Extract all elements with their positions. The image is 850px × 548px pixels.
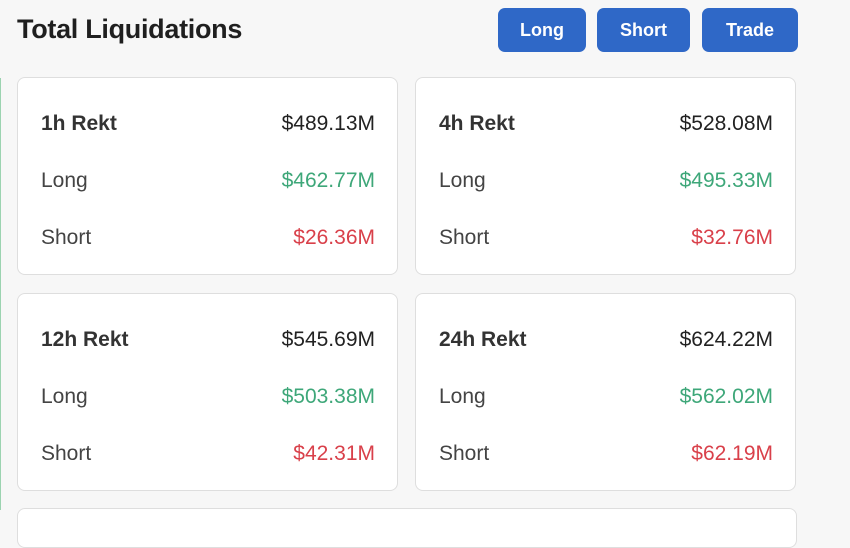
total-row: 24h Rekt $624.22M	[439, 325, 773, 355]
long-label: Long	[41, 169, 88, 192]
long-label: Long	[439, 385, 486, 408]
long-row: Long $562.02M	[439, 382, 773, 412]
liquidation-card-4h: 4h Rekt $528.08M Long $495.33M Short $32…	[415, 77, 796, 275]
total-value: $624.22M	[679, 328, 773, 351]
period-label: 1h Rekt	[41, 112, 117, 135]
short-row: Short $42.31M	[41, 439, 375, 469]
total-value: $489.13M	[281, 112, 375, 135]
short-row: Short $26.36M	[41, 223, 375, 253]
liquidation-card-24h: 24h Rekt $624.22M Long $562.02M Short $6…	[415, 293, 796, 491]
short-value: $62.19M	[691, 442, 773, 465]
period-label: 4h Rekt	[439, 112, 515, 135]
period-label: 24h Rekt	[439, 328, 527, 351]
next-card-partial	[17, 508, 797, 548]
long-value: $562.02M	[679, 385, 773, 408]
short-value: $26.36M	[293, 226, 375, 249]
long-button[interactable]: Long	[498, 8, 586, 52]
header: Total Liquidations Long Short Trade	[0, 0, 850, 62]
short-row: Short $32.76M	[439, 223, 773, 253]
long-label: Long	[439, 169, 486, 192]
left-accent-rule	[0, 78, 1, 510]
long-value: $503.38M	[281, 385, 375, 408]
short-button[interactable]: Short	[597, 8, 690, 52]
long-row: Long $495.33M	[439, 166, 773, 196]
long-row: Long $462.77M	[41, 166, 375, 196]
short-label: Short	[439, 442, 490, 465]
period-label: 12h Rekt	[41, 328, 129, 351]
short-value: $32.76M	[691, 226, 773, 249]
short-label: Short	[41, 442, 92, 465]
short-label: Short	[41, 226, 92, 249]
long-row: Long $503.38M	[41, 382, 375, 412]
total-row: 4h Rekt $528.08M	[439, 109, 773, 139]
trade-button[interactable]: Trade	[702, 8, 798, 52]
total-row: 1h Rekt $489.13M	[41, 109, 375, 139]
liquidation-card-1h: 1h Rekt $489.13M Long $462.77M Short $26…	[17, 77, 398, 275]
short-row: Short $62.19M	[439, 439, 773, 469]
short-label: Short	[439, 226, 490, 249]
total-value: $528.08M	[679, 112, 773, 135]
total-row: 12h Rekt $545.69M	[41, 325, 375, 355]
long-value: $462.77M	[281, 169, 375, 192]
long-value: $495.33M	[679, 169, 773, 192]
total-value: $545.69M	[281, 328, 375, 351]
long-label: Long	[41, 385, 88, 408]
short-value: $42.31M	[293, 442, 375, 465]
page-title: Total Liquidations	[17, 14, 243, 44]
liquidation-card-12h: 12h Rekt $545.69M Long $503.38M Short $4…	[17, 293, 398, 491]
